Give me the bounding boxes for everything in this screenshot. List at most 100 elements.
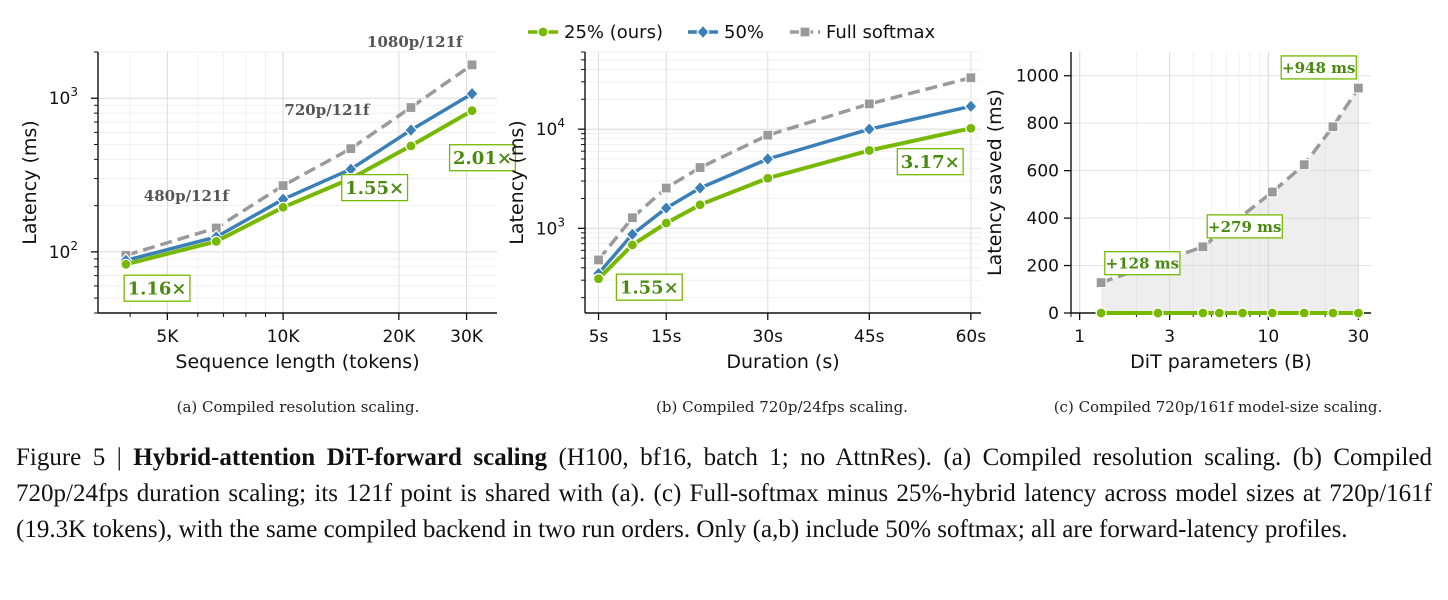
y-tick-label: 600 xyxy=(1027,162,1059,182)
legend-marker-full xyxy=(799,26,811,38)
data-point-ours xyxy=(1152,307,1164,319)
data-point-full xyxy=(660,182,672,194)
data-point-fifty xyxy=(964,98,978,114)
legend: 25% (ours) 50% Full softmax xyxy=(528,22,936,43)
data-point-fifty xyxy=(659,200,674,216)
resolution-annotation: 1080p/121f xyxy=(367,33,464,51)
data-point-fifty xyxy=(404,122,418,138)
annotation-box xyxy=(1206,214,1283,239)
data-point-full xyxy=(1197,241,1209,253)
annotation-box xyxy=(123,274,191,302)
series-line-fifty xyxy=(125,92,473,263)
y-axis-label: Latency (ms) xyxy=(19,120,41,244)
data-point-ours xyxy=(1236,307,1249,319)
annotation-box xyxy=(1104,251,1181,276)
annotation-box xyxy=(1280,55,1357,80)
data-point-full xyxy=(1327,121,1339,133)
annotation-label: +948 ms xyxy=(1282,59,1355,77)
data-point-fifty xyxy=(693,180,707,196)
y-tick-label: 103 xyxy=(49,85,78,109)
data-point-full xyxy=(965,72,977,84)
x-tick-label: 60s xyxy=(956,327,987,347)
panel-caption-c: (c) Compiled 720p/161f model-size scalin… xyxy=(1053,398,1383,416)
legend-marker-fifty xyxy=(696,24,710,40)
data-point-ours xyxy=(405,140,417,152)
annotation-box xyxy=(615,273,683,301)
data-point-full xyxy=(466,59,478,71)
data-point-ours xyxy=(1352,307,1364,319)
y-tick-label: 102 xyxy=(49,239,78,263)
data-point-ours xyxy=(1266,307,1278,319)
data-point-full xyxy=(405,101,417,114)
data-point-ours xyxy=(1213,307,1225,319)
data-point-full xyxy=(863,98,875,110)
panel-caption-b: (b) Compiled 720p/24fps scaling. xyxy=(656,398,908,416)
resolution-annotation: 480p/121f xyxy=(144,187,231,205)
data-point-full xyxy=(1298,159,1310,171)
data-point-fifty xyxy=(465,86,479,102)
x-tick-label: 45s xyxy=(854,327,885,347)
annotation-label: 1.55× xyxy=(345,178,404,199)
x-tick-label: 30K xyxy=(450,327,484,347)
x-tick-label: 20K xyxy=(382,327,416,347)
data-point-fifty xyxy=(862,121,877,137)
data-point-ours xyxy=(466,105,478,117)
x-tick-label: 30 xyxy=(1348,327,1370,347)
x-axis-label: DiT parameters (B) xyxy=(1130,351,1312,373)
caption-prefix: Figure 5 | xyxy=(16,444,134,471)
series-line-full xyxy=(1100,87,1360,285)
data-point-ours xyxy=(660,217,672,229)
data-point-full xyxy=(626,212,638,224)
annotation-label: 3.17× xyxy=(901,152,960,173)
y-tick-label: 0 xyxy=(1048,304,1059,324)
annotation-label: 1.55× xyxy=(620,278,679,299)
x-tick-label: 5K xyxy=(156,327,179,347)
x-axis-label: Duration (s) xyxy=(726,351,839,373)
annotation-label: +279 ms xyxy=(1208,218,1281,236)
annotation-box xyxy=(896,148,964,176)
data-point-ours xyxy=(762,172,774,184)
y-tick-label: 200 xyxy=(1027,257,1059,277)
chart-panel-b: 5s 15s 30s 45s 60s 103 104 Duration (s) Latency … xyxy=(506,51,987,373)
data-point-full xyxy=(762,129,774,141)
chart-panel-c: 1 3 10 30 0 200 400 600 800 1000 DiT parameters (B… xyxy=(984,52,1371,373)
data-point-ours xyxy=(694,199,706,211)
legend-label-fifty: 50% xyxy=(724,22,764,43)
resolution-annotation: 720p/121f xyxy=(284,101,371,119)
y-tick-label: 400 xyxy=(1027,209,1059,229)
x-tick-label: 1 xyxy=(1074,327,1085,347)
y-tick-label: 103 xyxy=(536,215,565,239)
grid-lines xyxy=(98,51,497,314)
data-point-full xyxy=(592,254,605,266)
data-point-full xyxy=(694,161,706,174)
annotation-label: +128 ms xyxy=(1106,255,1179,273)
legend-label-ours: 25% (ours) xyxy=(564,22,663,43)
chart-panel-a: 5K 10K 20K 30K 102 103 Sequence length (tokens… xyxy=(19,33,517,373)
annotation-label: 1.16× xyxy=(128,279,187,300)
y-tick-label: 800 xyxy=(1027,114,1059,134)
x-tick-label: 30s xyxy=(753,327,784,347)
data-point-ours xyxy=(626,239,638,251)
x-tick-label: 15s xyxy=(651,327,682,347)
x-tick-label: 10 xyxy=(1258,327,1280,347)
data-point-ours xyxy=(1298,307,1310,319)
x-tick-label: 5s xyxy=(589,327,609,347)
data-point-full xyxy=(1266,186,1278,198)
y-axis-label: Latency saved (ms) xyxy=(984,89,1006,276)
data-point-ours xyxy=(1197,307,1209,319)
x-tick-label: 10K xyxy=(267,327,301,347)
legend-marker-ours xyxy=(537,26,549,38)
figure-caption: Figure 5 | Hybrid-attention DiT-forward … xyxy=(16,440,1432,548)
annotation-label: 2.01× xyxy=(453,148,512,169)
x-axis-label: Sequence length (tokens) xyxy=(175,351,419,373)
y-tick-label: 104 xyxy=(536,116,565,140)
data-point-full xyxy=(277,180,289,192)
series-line-fifty xyxy=(597,104,972,275)
data-point-full xyxy=(345,143,357,155)
data-point-full xyxy=(1352,82,1364,94)
data-point-ours xyxy=(120,258,132,270)
area-fill-full xyxy=(1101,88,1359,313)
data-point-ours xyxy=(1327,307,1339,319)
data-point-ours xyxy=(592,273,605,285)
data-point-ours xyxy=(277,201,289,213)
